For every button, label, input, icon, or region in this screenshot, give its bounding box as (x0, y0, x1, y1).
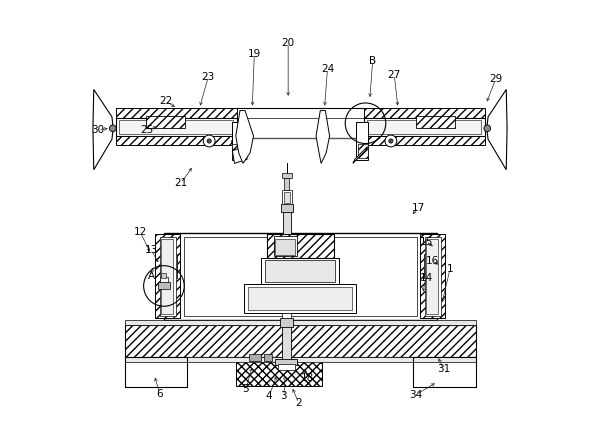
Bar (244, 284, 356, 312)
Bar (267, 234, 334, 259)
Text: 3: 3 (281, 391, 287, 401)
Text: 6: 6 (157, 389, 163, 399)
Text: 13: 13 (145, 245, 158, 255)
Circle shape (203, 135, 215, 147)
Bar (261, 258, 340, 284)
Text: 4: 4 (266, 391, 272, 401)
Bar (249, 354, 261, 361)
Bar (278, 364, 295, 371)
Text: 23: 23 (202, 72, 215, 82)
Text: 14: 14 (419, 273, 433, 282)
Bar (281, 204, 293, 212)
Bar (125, 320, 476, 325)
Bar (284, 178, 289, 190)
Text: 19: 19 (248, 48, 261, 59)
Bar (284, 192, 290, 203)
Text: 21: 21 (174, 178, 187, 188)
Bar (116, 136, 236, 145)
Bar (232, 123, 244, 160)
Bar (264, 354, 272, 361)
Bar (425, 237, 441, 315)
Text: B: B (369, 56, 376, 66)
Bar (146, 117, 185, 128)
Bar (125, 325, 476, 357)
Bar (158, 282, 170, 289)
Bar (274, 236, 297, 257)
Circle shape (389, 139, 393, 143)
Bar (125, 357, 187, 388)
Bar (116, 118, 236, 136)
Text: A: A (148, 271, 155, 281)
Text: 27: 27 (388, 70, 401, 80)
Circle shape (207, 139, 211, 143)
Text: 22: 22 (160, 96, 173, 106)
Bar (282, 326, 291, 361)
Text: 31: 31 (437, 364, 451, 374)
Text: 34: 34 (410, 390, 423, 399)
Bar (160, 277, 168, 282)
Bar (424, 259, 434, 273)
Polygon shape (93, 89, 113, 170)
Bar (160, 237, 176, 315)
Text: 20: 20 (281, 38, 295, 48)
Bar (125, 357, 476, 362)
Text: 1: 1 (447, 264, 454, 274)
Bar (164, 233, 437, 320)
Bar (427, 239, 438, 314)
Bar (119, 120, 233, 134)
Bar (267, 234, 334, 259)
Bar (424, 254, 437, 277)
Circle shape (484, 125, 491, 132)
Text: 15: 15 (419, 237, 433, 247)
Bar (164, 254, 176, 277)
Text: 25: 25 (140, 125, 154, 134)
Bar (275, 360, 298, 365)
Bar (164, 259, 175, 273)
Bar (367, 120, 481, 134)
Text: 2: 2 (295, 398, 302, 408)
Polygon shape (353, 147, 368, 163)
Bar (356, 123, 368, 160)
Bar (265, 260, 335, 282)
Bar (413, 357, 476, 388)
Bar (416, 117, 455, 128)
Bar (275, 239, 295, 255)
Circle shape (109, 125, 116, 132)
Bar (421, 234, 445, 318)
Polygon shape (316, 111, 329, 163)
Bar (155, 234, 180, 318)
Bar (161, 239, 173, 314)
Bar (280, 318, 293, 327)
Circle shape (385, 135, 397, 147)
Text: 12: 12 (134, 227, 147, 237)
Text: 18: 18 (301, 373, 314, 383)
Text: 30: 30 (91, 125, 104, 134)
Bar (364, 109, 485, 119)
Bar (116, 109, 236, 119)
Bar (282, 173, 292, 178)
Bar (161, 273, 166, 277)
Bar (232, 144, 242, 158)
Bar (282, 312, 291, 318)
Text: 5: 5 (242, 385, 249, 394)
Polygon shape (232, 147, 247, 163)
Polygon shape (487, 89, 507, 170)
Bar (184, 237, 417, 315)
Bar (125, 357, 187, 388)
Bar (282, 190, 292, 204)
Bar (364, 136, 485, 145)
Bar (283, 211, 291, 234)
Bar (248, 287, 352, 310)
Text: 16: 16 (425, 256, 439, 265)
Text: 17: 17 (412, 203, 425, 213)
Text: 24: 24 (321, 64, 334, 74)
Bar (236, 361, 322, 386)
Bar (413, 357, 476, 388)
Polygon shape (236, 111, 254, 163)
Bar (364, 118, 485, 136)
Text: 29: 29 (489, 74, 502, 84)
Bar (358, 144, 368, 158)
